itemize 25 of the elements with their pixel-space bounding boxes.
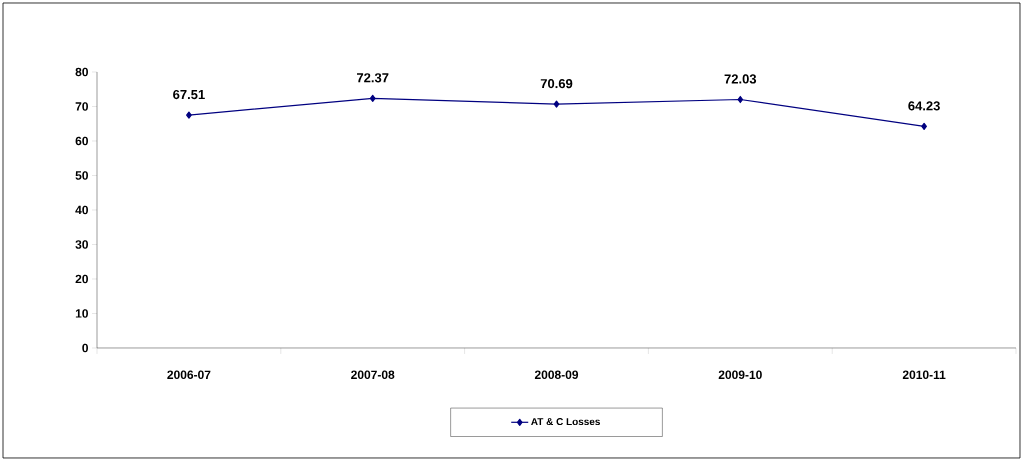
data-label: 70.69 [540, 78, 573, 89]
y-tick-label: 0 [82, 343, 88, 353]
y-tick-label: 50 [75, 171, 88, 180]
y-tick-label: 20 [75, 274, 88, 284]
legend-label: AT & C Losses [531, 418, 600, 426]
x-tick-label: 2007-08 [351, 370, 395, 380]
point [921, 122, 927, 130]
y-tick-label: 80 [75, 67, 88, 77]
x-tick-label: 2009-10 [718, 370, 762, 380]
data-label: 64.23 [908, 101, 940, 111]
point [369, 94, 376, 102]
point [553, 100, 560, 108]
y-tick-label: 70 [75, 102, 88, 111]
point [737, 95, 744, 104]
x-tick-label: 2010-11 [902, 370, 946, 380]
data-label: 72.37 [357, 73, 389, 83]
data-label: 67.51 [173, 89, 205, 100]
x-tick-label: 2006-07 [167, 370, 211, 380]
y-tick-label: 30 [75, 240, 88, 249]
y-tick-label: 10 [75, 309, 88, 318]
x-tick-label: 2008-09 [534, 370, 579, 380]
data-label: 72.03 [724, 74, 757, 84]
point [186, 111, 192, 119]
y-tick-label: 40 [75, 205, 88, 215]
y-tick-label: 60 [75, 136, 88, 146]
